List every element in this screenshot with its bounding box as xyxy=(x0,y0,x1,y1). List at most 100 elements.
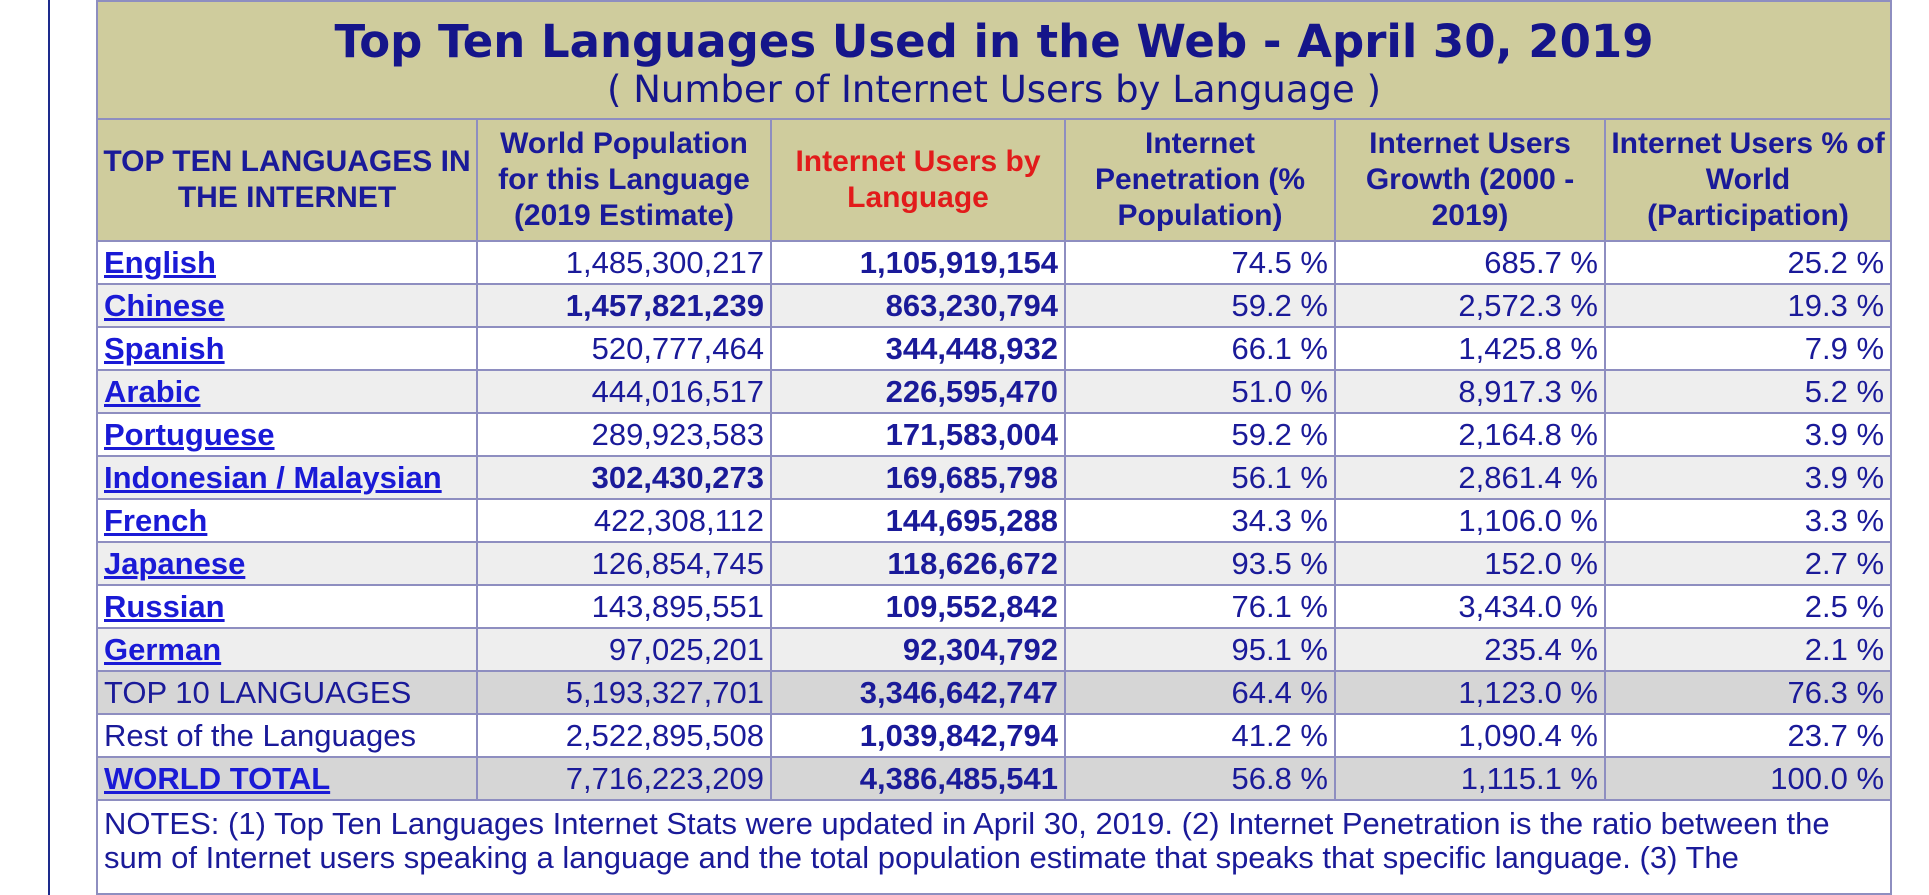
users-cell: 109,552,842 xyxy=(770,584,1066,629)
population-cell: 2,522,895,508 xyxy=(476,713,772,758)
language-link[interactable]: German xyxy=(104,631,222,667)
growth-cell: 2,572.3 % xyxy=(1334,283,1606,328)
header-users: Internet Users by Language xyxy=(770,118,1066,242)
growth-cell: 235.4 % xyxy=(1334,627,1606,672)
table-row: Japanese 126,854,745 118,626,672 93.5 % … xyxy=(96,541,1893,586)
world-total-row: WORLD TOTAL 7,716,223,209 4,386,485,541 … xyxy=(96,756,1893,801)
population-cell: 143,895,551 xyxy=(476,584,772,629)
penetration-cell: 34.3 % xyxy=(1064,498,1336,543)
growth-cell: 3,434.0 % xyxy=(1334,584,1606,629)
penetration-cell: 76.1 % xyxy=(1064,584,1336,629)
language-link[interactable]: Indonesian / Malaysian xyxy=(104,459,442,495)
share-cell: 19.3 % xyxy=(1603,283,1893,328)
users-cell: 171,583,004 xyxy=(770,412,1066,457)
table-row: Russian 143,895,551 109,552,842 76.1 % 3… xyxy=(96,584,1893,629)
language-link[interactable]: Arabic xyxy=(104,373,201,409)
share-cell: 2.5 % xyxy=(1603,584,1893,629)
users-cell: 169,685,798 xyxy=(770,455,1066,500)
language-link[interactable]: Portuguese xyxy=(104,416,275,452)
users-cell: 144,695,288 xyxy=(770,498,1066,543)
share-cell: 23.7 % xyxy=(1603,713,1893,758)
penetration-cell: 56.8 % xyxy=(1064,756,1336,801)
population-cell: 7,716,223,209 xyxy=(476,756,772,801)
language-link[interactable]: Japanese xyxy=(104,545,246,581)
penetration-cell: 59.2 % xyxy=(1064,412,1336,457)
penetration-cell: 93.5 % xyxy=(1064,541,1336,586)
share-cell: 3.9 % xyxy=(1603,455,1893,500)
language-cell: Portuguese xyxy=(96,412,478,457)
users-cell: 226,595,470 xyxy=(770,369,1066,414)
users-cell: 1,039,842,794 xyxy=(770,713,1066,758)
population-cell: 520,777,464 xyxy=(476,326,772,371)
language-cell: Spanish xyxy=(96,326,478,371)
share-cell: 7.9 % xyxy=(1603,326,1893,371)
population-cell: 5,193,327,701 xyxy=(476,670,772,715)
table-row: Chinese 1,457,821,239 863,230,794 59.2 %… xyxy=(96,283,1893,328)
penetration-cell: 59.2 % xyxy=(1064,283,1336,328)
title-cell: Top Ten Languages Used in the Web - Apri… xyxy=(95,0,1893,120)
growth-cell: 1,090.4 % xyxy=(1334,713,1606,758)
users-cell: 92,304,792 xyxy=(770,627,1066,672)
language-link[interactable]: Chinese xyxy=(104,287,225,323)
population-cell: 1,457,821,239 xyxy=(476,283,772,328)
penetration-cell: 51.0 % xyxy=(1064,369,1336,414)
population-cell: 289,923,583 xyxy=(476,412,772,457)
table-row: German 97,025,201 92,304,792 95.1 % 235.… xyxy=(96,627,1893,672)
table-subtitle: ( Number of Internet Users by Language ) xyxy=(607,68,1382,111)
table-row: French 422,308,112 144,695,288 34.3 % 1,… xyxy=(96,498,1893,543)
penetration-cell: 66.1 % xyxy=(1064,326,1336,371)
penetration-cell: 95.1 % xyxy=(1064,627,1336,672)
header-population: World Population for this Language (2019… xyxy=(476,118,772,242)
language-link[interactable]: English xyxy=(104,244,216,280)
penetration-cell: 41.2 % xyxy=(1064,713,1336,758)
growth-cell: 8,917.3 % xyxy=(1334,369,1606,414)
population-cell: 126,854,745 xyxy=(476,541,772,586)
population-cell: 1,485,300,217 xyxy=(476,240,772,285)
table-row: Portuguese 289,923,583 171,583,004 59.2 … xyxy=(96,412,1893,457)
growth-cell: 685.7 % xyxy=(1334,240,1606,285)
users-cell: 1,105,919,154 xyxy=(770,240,1066,285)
title-row: Top Ten Languages Used in the Web - Apri… xyxy=(95,0,1893,120)
users-cell: 4,386,485,541 xyxy=(770,756,1066,801)
language-link[interactable]: Spanish xyxy=(104,330,225,366)
growth-cell: 2,861.4 % xyxy=(1334,455,1606,500)
language-cell: Russian xyxy=(96,584,478,629)
share-cell: 76.3 % xyxy=(1603,670,1893,715)
header-penetration: Internet Penetration (% Population) xyxy=(1064,118,1336,242)
world-total-link[interactable]: WORLD TOTAL xyxy=(104,760,331,796)
table-row: Indonesian / Malaysian 302,430,273 169,6… xyxy=(96,455,1893,500)
page-content: Top Ten Languages Used in the Web - Apri… xyxy=(95,0,1893,895)
penetration-cell: 56.1 % xyxy=(1064,455,1336,500)
growth-cell: 2,164.8 % xyxy=(1334,412,1606,457)
penetration-cell: 64.4 % xyxy=(1064,670,1336,715)
left-border-line xyxy=(48,0,50,895)
users-cell: 863,230,794 xyxy=(770,283,1066,328)
language-cell: Chinese xyxy=(96,283,478,328)
table-row: Spanish 520,777,464 344,448,932 66.1 % 1… xyxy=(96,326,1893,371)
share-cell: 5.2 % xyxy=(1603,369,1893,414)
users-cell: 344,448,932 xyxy=(770,326,1066,371)
share-cell: 2.7 % xyxy=(1603,541,1893,586)
share-cell: 100.0 % xyxy=(1603,756,1893,801)
share-cell: 25.2 % xyxy=(1603,240,1893,285)
share-cell: 3.3 % xyxy=(1603,498,1893,543)
notes-row: NOTES: (1) Top Ten Languages Internet St… xyxy=(95,799,1893,895)
notes-text: NOTES: (1) Top Ten Languages Internet St… xyxy=(95,799,1893,895)
growth-cell: 1,106.0 % xyxy=(1334,498,1606,543)
language-cell: Rest of the Languages xyxy=(96,713,478,758)
language-cell: German xyxy=(96,627,478,672)
header-language: TOP TEN LANGUAGES IN THE INTERNET xyxy=(96,118,478,242)
population-cell: 302,430,273 xyxy=(476,455,772,500)
top10-total-row: TOP 10 LANGUAGES 5,193,327,701 3,346,642… xyxy=(96,670,1893,715)
growth-cell: 1,123.0 % xyxy=(1334,670,1606,715)
language-cell: French xyxy=(96,498,478,543)
table-row: English 1,485,300,217 1,105,919,154 74.5… xyxy=(96,240,1893,285)
header-row: TOP TEN LANGUAGES IN THE INTERNET World … xyxy=(96,118,1893,242)
language-link[interactable]: French xyxy=(104,502,208,538)
language-link[interactable]: Russian xyxy=(104,588,225,624)
share-cell: 3.9 % xyxy=(1603,412,1893,457)
header-growth: Internet Users Growth (2000 - 2019) xyxy=(1334,118,1606,242)
table-row: Arabic 444,016,517 226,595,470 51.0 % 8,… xyxy=(96,369,1893,414)
language-cell: Indonesian / Malaysian xyxy=(96,455,478,500)
penetration-cell: 74.5 % xyxy=(1064,240,1336,285)
